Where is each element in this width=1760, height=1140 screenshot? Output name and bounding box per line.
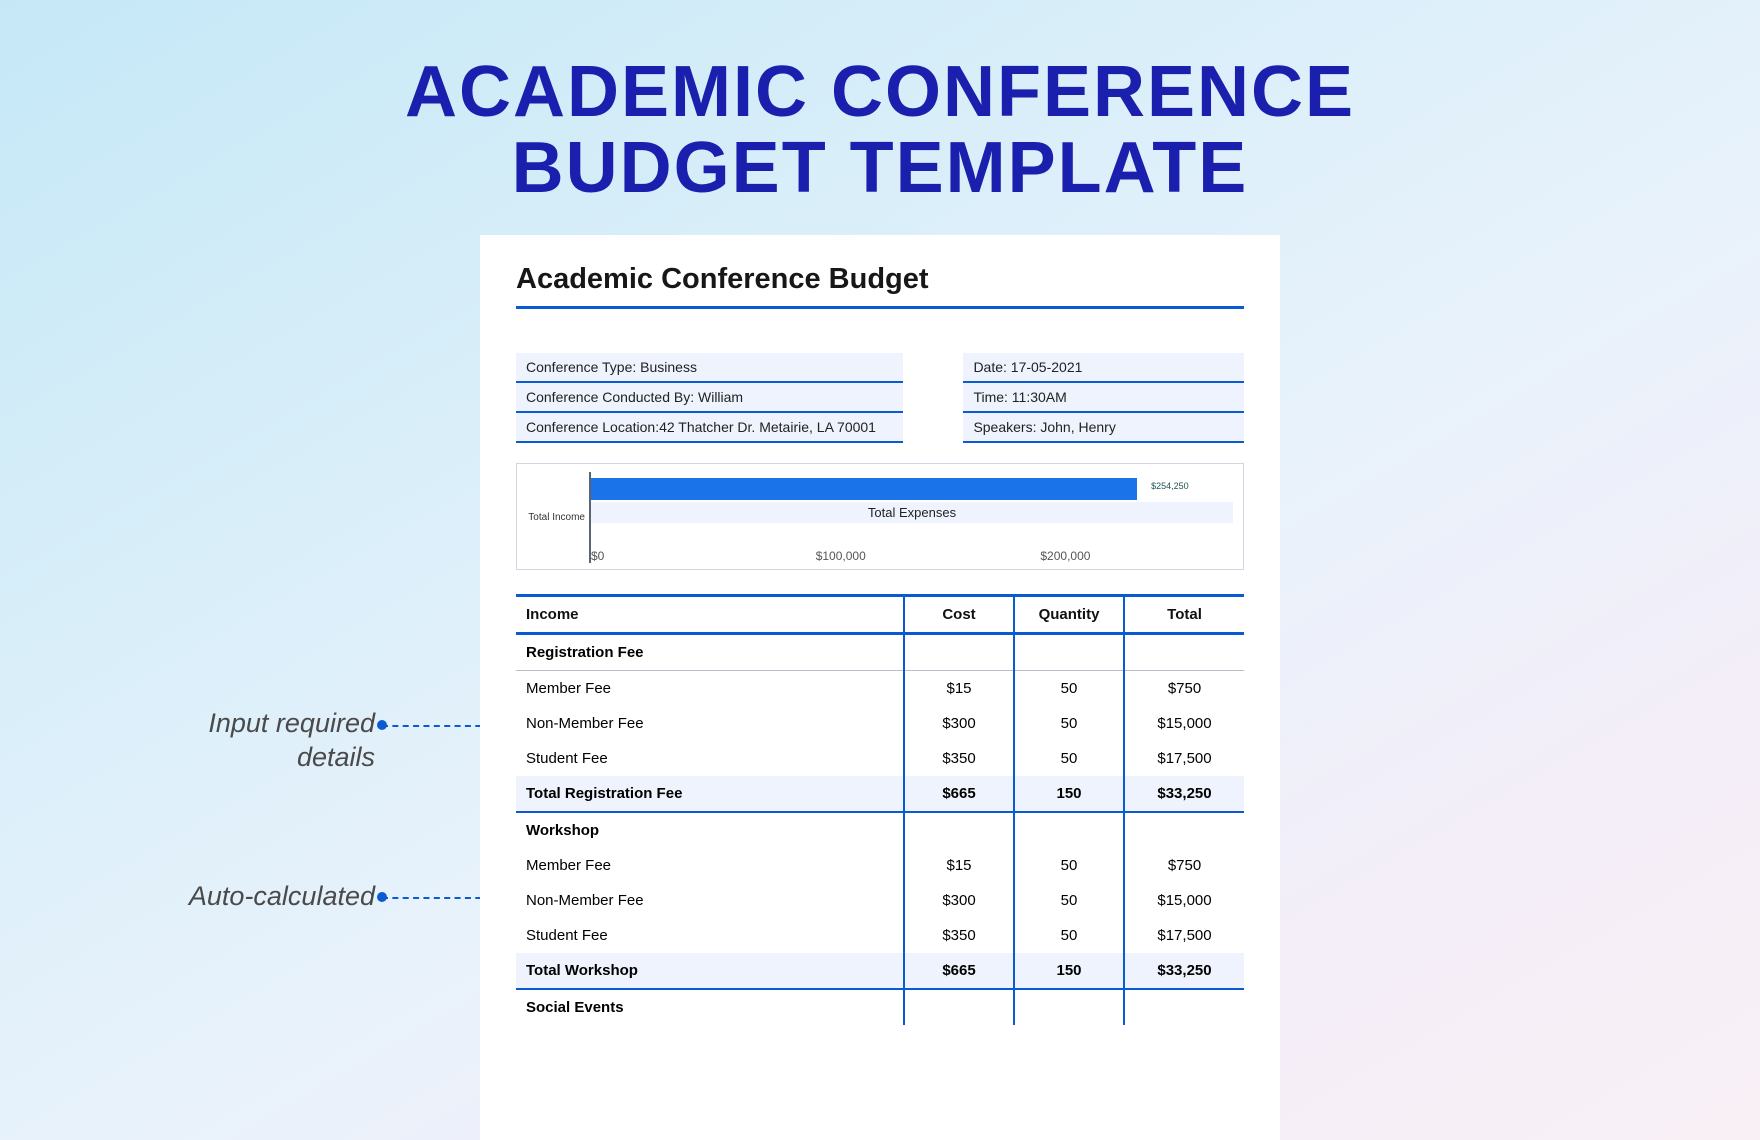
cell-total: $15,000 (1124, 706, 1244, 741)
cell-qty: 50 (1014, 706, 1124, 741)
cell-qty: 50 (1014, 918, 1124, 953)
table-row: Member Fee$1550$750 (516, 671, 1244, 707)
cell-total: $750 (1124, 848, 1244, 883)
meta-time: Time: 11:30AM (963, 383, 1244, 413)
table-row: Member Fee$1550$750 (516, 848, 1244, 883)
meta-date: Date: 17-05-2021 (963, 353, 1244, 383)
table-section-row: Registration Fee (516, 634, 1244, 671)
cell-total: $750 (1124, 671, 1244, 707)
meta-conducted-by: Conference Conducted By: William (516, 383, 903, 413)
cell-name: Student Fee (516, 918, 904, 953)
callout-input-dot-start (377, 720, 387, 730)
table-row: Student Fee$35050$17,500 (516, 741, 1244, 776)
callout-input-l2: details (95, 741, 375, 775)
page-title-line2: BUDGET TEMPLATE (512, 128, 1249, 208)
cell-qty: 50 (1014, 848, 1124, 883)
callout-input: Input required details (95, 707, 375, 775)
xaxis-tick-0: $0 (591, 549, 816, 563)
section-label: Registration Fee (516, 634, 904, 671)
total-cost: $665 (904, 776, 1014, 812)
chart-plot: $254,250 Total Expenses $0 $100,000 $200… (589, 472, 1233, 563)
meta-speakers: Speakers: John, Henry (963, 413, 1244, 443)
th-total: Total (1124, 596, 1244, 634)
cell-qty: 50 (1014, 741, 1124, 776)
xaxis-tick-2: $200,000 (1040, 549, 1233, 563)
chart-xaxis: $0 $100,000 $200,000 (591, 549, 1233, 563)
cell-name: Non-Member Fee (516, 883, 904, 918)
section-label: Workshop (516, 812, 904, 848)
callout-auto-dot-start (377, 892, 387, 902)
table-section-row: Workshop (516, 812, 1244, 848)
th-cost: Cost (904, 596, 1014, 634)
cell-cost: $350 (904, 918, 1014, 953)
total-total: $33,250 (1124, 953, 1244, 989)
callout-auto-text: Auto-calculated (189, 881, 375, 911)
page-title: ACADEMIC CONFERENCE BUDGET TEMPLATE (0, 0, 1760, 206)
page-title-line1: ACADEMIC CONFERENCE (405, 52, 1355, 132)
table-total-row: Total Registration Fee$665150$33,250 (516, 776, 1244, 812)
meta-location: Conference Location:42 Thatcher Dr. Meta… (516, 413, 903, 443)
chart-bar-value: $254,250 (1151, 481, 1189, 491)
cell-total: $15,000 (1124, 883, 1244, 918)
cell-qty: 50 (1014, 671, 1124, 707)
cell-name: Member Fee (516, 671, 904, 707)
total-name: Total Registration Fee (516, 776, 904, 812)
chart-bar: $254,250 (591, 478, 1137, 500)
table-row: Non-Member Fee$30050$15,000 (516, 883, 1244, 918)
chart-legend: Total Expenses (591, 502, 1233, 523)
callout-auto: Auto-calculated (95, 880, 375, 914)
meta-type: Conference Type: Business (516, 353, 903, 383)
cell-cost: $15 (904, 848, 1014, 883)
total-cost: $665 (904, 953, 1014, 989)
cell-cost: $350 (904, 741, 1014, 776)
cell-name: Non-Member Fee (516, 706, 904, 741)
cell-cost: $300 (904, 706, 1014, 741)
callout-input-l1: Input required (95, 707, 375, 741)
total-total: $33,250 (1124, 776, 1244, 812)
cell-name: Member Fee (516, 848, 904, 883)
chart-box: Total Income $254,250 Total Expenses $0 … (516, 463, 1244, 570)
table-header-row: Income Cost Quantity Total (516, 596, 1244, 634)
table-body: Registration FeeMember Fee$1550$750Non-M… (516, 634, 1244, 1026)
title-rule (516, 306, 1244, 309)
meta-right: Date: 17-05-2021 Time: 11:30AM Speakers:… (963, 353, 1244, 443)
xaxis-tick-1: $100,000 (816, 549, 1041, 563)
document-card: Academic Conference Budget Conference Ty… (480, 235, 1280, 1140)
cell-cost: $300 (904, 883, 1014, 918)
table-total-row: Total Workshop$665150$33,250 (516, 953, 1244, 989)
cell-total: $17,500 (1124, 918, 1244, 953)
total-name: Total Workshop (516, 953, 904, 989)
table-row: Student Fee$35050$17,500 (516, 918, 1244, 953)
meta-block: Conference Type: Business Conference Con… (516, 353, 1244, 443)
doc-title: Academic Conference Budget (516, 263, 1244, 306)
total-qty: 150 (1014, 776, 1124, 812)
total-qty: 150 (1014, 953, 1124, 989)
th-name: Income (516, 596, 904, 634)
cell-total: $17,500 (1124, 741, 1244, 776)
section-label: Social Events (516, 989, 904, 1025)
meta-left: Conference Type: Business Conference Con… (516, 353, 903, 443)
table-row: Non-Member Fee$30050$15,000 (516, 706, 1244, 741)
chart-ylabel: Total Income (527, 472, 589, 563)
cell-name: Student Fee (516, 741, 904, 776)
table-section-row: Social Events (516, 989, 1244, 1025)
cell-cost: $15 (904, 671, 1014, 707)
budget-table: Income Cost Quantity Total Registration … (516, 594, 1244, 1025)
th-qty: Quantity (1014, 596, 1124, 634)
cell-qty: 50 (1014, 883, 1124, 918)
